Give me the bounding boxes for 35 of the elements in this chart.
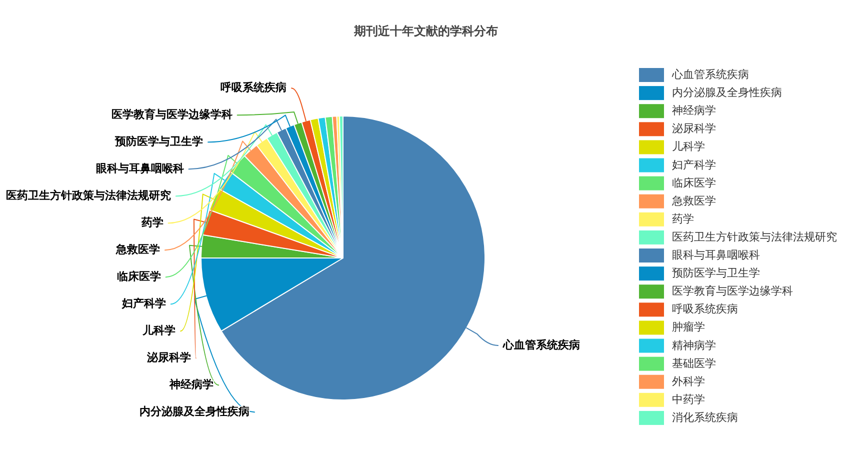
legend-label: 泌尿科学 [672, 123, 716, 136]
legend-label: 中药学 [672, 392, 705, 406]
legend-label: 心血管系统疾病 [671, 68, 749, 81]
legend-label: 外科学 [672, 376, 705, 388]
slice-label: 眼科与耳鼻咽喉科 [96, 162, 184, 176]
legend-label: 急救医学 [671, 195, 716, 208]
legend-label: 基础医学 [672, 356, 716, 370]
legend-label: 精神病学 [672, 338, 716, 352]
slice-label: 药学 [140, 216, 164, 230]
slice-label: 儿科学 [142, 324, 176, 338]
slice-label: 呼吸系统疾病 [220, 81, 287, 94]
legend-label: 呼吸系统疾病 [672, 302, 738, 316]
slice-label: 急救医学 [114, 243, 160, 256]
slice-label: 妇产科学 [120, 297, 166, 310]
chart-title: 期刊近十年文献的学科分布 [353, 24, 498, 38]
legend-label: 医学教育与医学边缘学科 [672, 284, 793, 298]
legend-label: 眼科与耳鼻咽喉科 [672, 248, 760, 262]
legend-label: 预防医学与卫生学 [672, 266, 760, 280]
slice-label: 内分泌腺及全身性疾病 [140, 405, 250, 418]
slice-label: 心血管系统疾病 [502, 338, 580, 352]
legend-label: 妇产科学 [672, 158, 716, 172]
legend-label: 神经病学 [672, 104, 716, 118]
slice-label: 预防医学与卫生学 [114, 135, 204, 148]
legend-label: 临床医学 [672, 176, 716, 190]
slice-label: 临床医学 [116, 270, 161, 284]
slice-label: 医药卫生方针政策与法律法规研究 [6, 189, 171, 202]
legend-label: 儿科学 [672, 140, 705, 154]
slice-label: 神经病学 [168, 378, 214, 392]
legend-label: 消化系统疾病 [672, 410, 738, 424]
slice-label: 泌尿科学 [146, 351, 191, 364]
legend-label: 药学 [672, 212, 694, 226]
legend-label: 医药卫生方针政策与法律法规研究 [672, 230, 837, 244]
legend-label: 内分泌腺及全身性疾病 [672, 86, 782, 100]
legend-label: 肿瘤学 [672, 320, 705, 334]
slice-label: 医学教育与医学边缘学科 [111, 108, 232, 122]
